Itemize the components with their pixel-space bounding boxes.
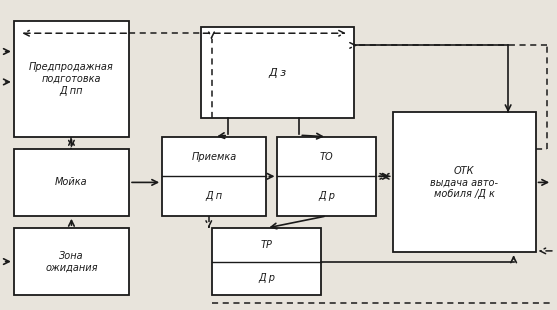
Text: Предпродажная
подготовка
Д пп: Предпродажная подготовка Д пп <box>29 62 114 95</box>
Bar <box>201 27 354 118</box>
Bar <box>162 137 266 216</box>
Text: ОТК
выдача авто-
мобиля /Д к: ОТК выдача авто- мобиля /Д к <box>430 166 498 199</box>
Bar <box>393 113 536 252</box>
Text: ТР: ТР <box>261 240 272 250</box>
Text: Д р: Д р <box>319 191 335 201</box>
Bar <box>14 149 129 216</box>
Text: Д р: Д р <box>258 273 275 283</box>
Text: Мойка: Мойка <box>55 177 88 188</box>
Bar <box>14 21 129 137</box>
Text: Д з: Д з <box>268 68 286 78</box>
Text: Д п: Д п <box>206 191 223 201</box>
Bar <box>277 137 377 216</box>
Bar <box>212 228 321 295</box>
Text: Зона
ожидания: Зона ожидания <box>45 251 97 272</box>
Bar <box>14 228 129 295</box>
Text: ТО: ТО <box>320 152 334 162</box>
Text: Приемка: Приемка <box>192 152 237 162</box>
